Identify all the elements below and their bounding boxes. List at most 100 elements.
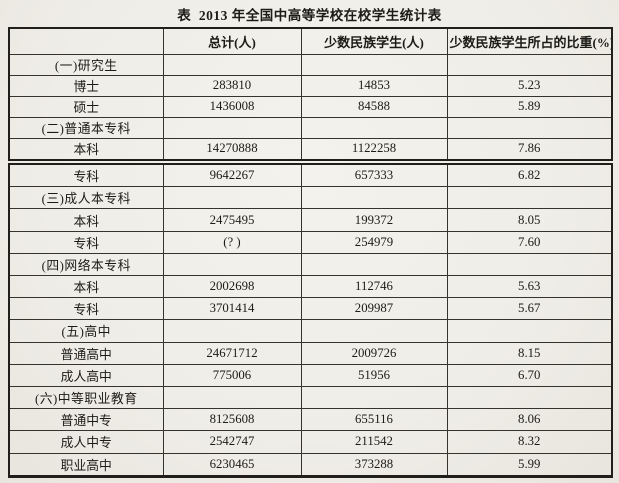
table-row: 博士 283810 14853 5.23 (8, 74, 613, 97)
total-cell: 24671712 (162, 341, 302, 365)
ratio-cell: 5.89 (446, 95, 613, 118)
row-label-cell: 本科 (8, 208, 164, 232)
header-row: 总计(人) 少数民族学生(人) 少数民族学生所占的比重(%) (8, 27, 613, 55)
minority-cell: 211542 (300, 430, 448, 454)
table-row: 本科 2475495 199372 8.05 (8, 208, 613, 232)
table-row: 本科 2002698 112746 5.63 (8, 274, 613, 299)
minority-cell (300, 116, 448, 139)
col-header-ratio: 少数民族学生所占的比重(%) (446, 27, 613, 55)
table-row: (三)成人本专科 (8, 186, 613, 210)
total-cell: 8125608 (162, 408, 302, 432)
minority-cell: 373288 (300, 452, 448, 477)
minority-cell: 657333 (300, 163, 448, 188)
col-header-minority: 少数民族学生(人) (300, 27, 448, 55)
minority-cell: 51956 (300, 363, 448, 387)
ratio-cell: 8.15 (446, 341, 613, 365)
minority-cell (300, 319, 448, 343)
table-row: 专科 (? ) 254979 7.60 (8, 230, 613, 254)
row-label-cell: (六)中等职业教育 (8, 385, 164, 410)
table-row: 本科 14270888 1122258 7.86 (8, 137, 613, 161)
col-header-blank (8, 27, 164, 55)
row-label-cell: 专科 (8, 297, 164, 321)
ratio-cell: 5.99 (446, 452, 613, 477)
ratio-cell: 5.23 (446, 74, 613, 97)
ratio-cell: 6.82 (446, 163, 613, 188)
total-cell: 2475495 (162, 208, 302, 232)
col-header-total: 总计(人) (162, 27, 302, 55)
table-row: (五)高中 (8, 319, 613, 343)
table-row: (六)中等职业教育 (8, 385, 613, 410)
table-row: 成人中专 2542747 211542 8.32 (8, 430, 613, 454)
total-cell: 775006 (162, 363, 302, 387)
statistics-table-upper: 总计(人) 少数民族学生(人) 少数民族学生所占的比重(%) (一)研究生 博士… (8, 27, 613, 161)
total-cell: (? ) (162, 230, 302, 254)
table-row: 硕士 1436008 84588 5.89 (8, 95, 613, 118)
row-label-cell: 专科 (8, 163, 164, 188)
minority-cell: 655116 (300, 408, 448, 432)
total-cell: 283810 (162, 74, 302, 97)
ratio-cell (446, 186, 613, 210)
ratio-cell (446, 116, 613, 139)
minority-cell: 14853 (300, 74, 448, 97)
row-label-cell: (二)普通本专科 (8, 116, 164, 139)
ratio-cell: 5.67 (446, 297, 613, 321)
table-row: 专科 9642267 657333 6.82 (8, 163, 613, 188)
ratio-cell: 8.32 (446, 430, 613, 454)
minority-cell: 254979 (300, 230, 448, 254)
minority-cell: 112746 (300, 274, 448, 299)
ratio-cell: 5.63 (446, 274, 613, 299)
minority-cell (300, 252, 448, 277)
total-cell: 2542747 (162, 430, 302, 454)
row-label-cell: 博士 (8, 74, 164, 97)
total-cell (162, 116, 302, 139)
table-row: (二)普通本专科 (8, 116, 613, 139)
minority-cell: 84588 (300, 95, 448, 118)
ratio-cell: 6.70 (446, 363, 613, 387)
total-cell (162, 385, 302, 410)
row-label-cell: 硕士 (8, 95, 164, 118)
page-title: 表 2013 年全国中高等学校在校学生统计表 (177, 8, 442, 23)
total-cell: 3701414 (162, 297, 302, 321)
table-row: (四)网络本专科 (8, 252, 613, 277)
row-label-cell: (一)研究生 (8, 54, 164, 76)
row-label-cell: 本科 (8, 137, 164, 161)
minority-cell: 1122258 (300, 137, 448, 161)
total-cell (162, 319, 302, 343)
statistics-table-lower: 专科 9642267 657333 6.82 (三)成人本专科 本科 24754… (8, 163, 613, 478)
ratio-cell: 7.86 (446, 137, 613, 161)
total-cell: 2002698 (162, 274, 302, 299)
total-cell (162, 54, 302, 76)
table-row: 成人高中 775006 51956 6.70 (8, 363, 613, 387)
ratio-cell (446, 54, 613, 76)
ratio-cell (446, 319, 613, 343)
row-label-cell: 成人高中 (8, 363, 164, 387)
row-label-cell: (五)高中 (8, 319, 164, 343)
table-row: (一)研究生 (8, 54, 613, 76)
row-label-cell: 普通高中 (8, 341, 164, 365)
minority-cell: 2009726 (300, 341, 448, 365)
minority-cell: 199372 (300, 208, 448, 232)
row-label-cell: 成人中专 (8, 430, 164, 454)
table-row: 职业高中 6230465 373288 5.99 (8, 452, 613, 477)
total-cell (162, 252, 302, 277)
total-cell: 1436008 (162, 95, 302, 118)
table-row: 普通中专 8125608 655116 8.06 (8, 408, 613, 432)
ratio-cell: 8.05 (446, 208, 613, 232)
minority-cell (300, 186, 448, 210)
total-cell: 9642267 (162, 163, 302, 188)
total-cell (162, 186, 302, 210)
table-row: 专科 3701414 209987 5.67 (8, 297, 613, 321)
total-cell: 6230465 (162, 452, 302, 477)
total-cell: 14270888 (162, 137, 302, 161)
row-label-cell: (四)网络本专科 (8, 252, 164, 277)
minority-cell: 209987 (300, 297, 448, 321)
minority-cell (300, 385, 448, 410)
ratio-cell: 7.60 (446, 230, 613, 254)
ratio-cell: 8.06 (446, 408, 613, 432)
row-label-cell: 职业高中 (8, 452, 164, 477)
table-row: 普通高中 24671712 2009726 8.15 (8, 341, 613, 365)
ratio-cell (446, 252, 613, 277)
minority-cell (300, 54, 448, 76)
ratio-cell (446, 385, 613, 410)
row-label-cell: 专科 (8, 230, 164, 254)
